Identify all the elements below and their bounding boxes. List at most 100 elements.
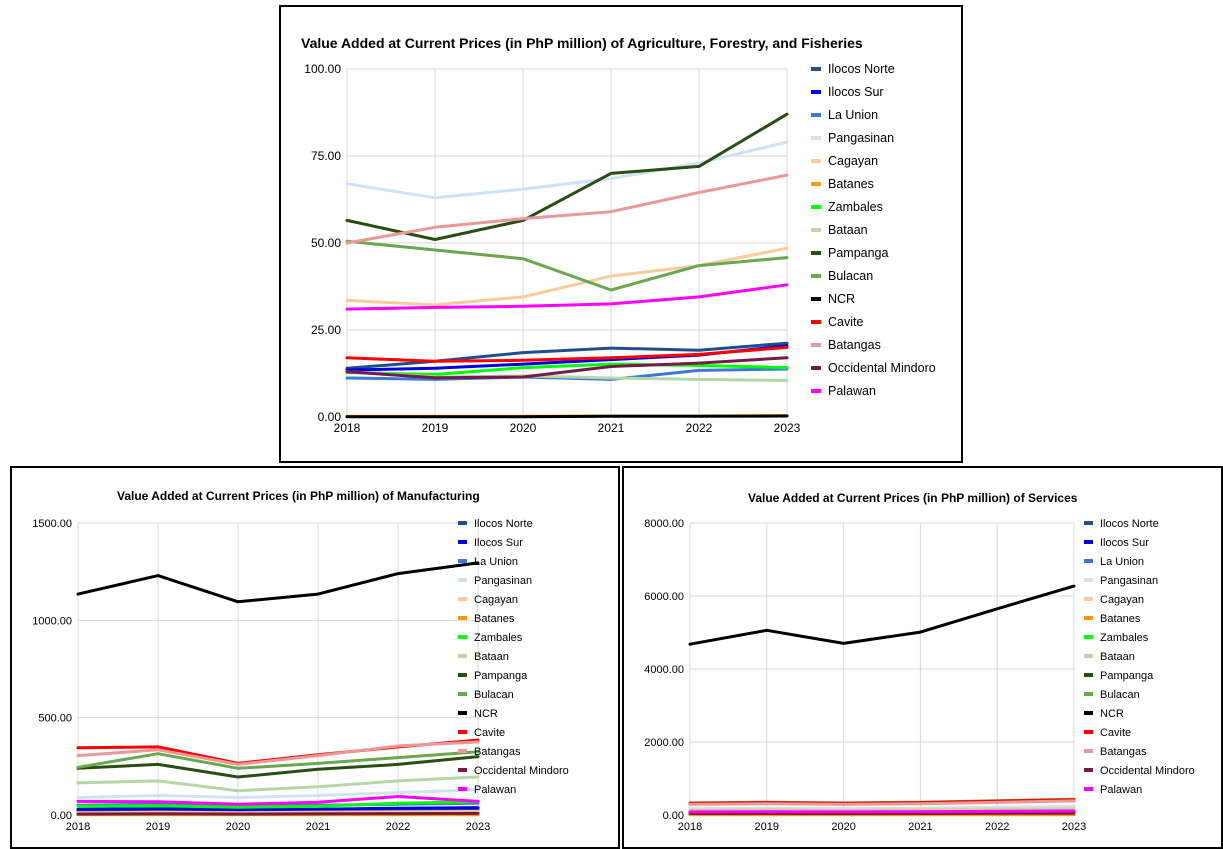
legend-swatch-ilocos-sur — [458, 540, 467, 544]
legend-label-palawan: Palawan — [828, 384, 876, 398]
x-tick-label: 2020 — [831, 821, 855, 833]
series-line-ilocos-norte — [345, 341, 789, 370]
y-tick-label: 1000.00 — [32, 615, 72, 627]
legend-swatch-ilocos-norte — [1084, 521, 1093, 525]
legend-swatch-la-union — [458, 559, 467, 563]
legend-swatch-occidental-mindoro — [458, 768, 467, 772]
legend-label-batangas: Batangas — [1100, 746, 1147, 758]
y-tick-label: 8000.00 — [644, 518, 684, 530]
legend-label-pangasinan: Pangasinan — [474, 575, 532, 587]
x-tick-label: 2022 — [686, 421, 713, 435]
legend-swatch-pangasinan — [1084, 578, 1093, 582]
line-chart-manufacturing: Value Added at Current Prices (in PhP mi… — [32, 489, 569, 833]
legend-label-cavite: Cavite — [474, 727, 505, 739]
legend-label-bataan: Bataan — [474, 651, 509, 663]
legend-label-ncr: NCR — [474, 708, 498, 720]
x-tick-label: 2020 — [510, 421, 537, 435]
series-line-ncr — [688, 584, 1076, 646]
legend-label-batangas: Batangas — [474, 746, 521, 758]
legend-label-batanes: Batanes — [828, 177, 874, 191]
x-tick-label: 2020 — [226, 821, 250, 833]
y-tick-label: 1500.00 — [32, 518, 72, 530]
legend-swatch-ilocos-norte — [811, 67, 821, 71]
series-line-zambales — [345, 362, 789, 376]
legend-swatch-pampanga — [1084, 673, 1093, 677]
y-tick-label: 0.00 — [318, 410, 342, 424]
legend-label-batanes: Batanes — [1100, 613, 1141, 625]
legend-label-occidental-mindoro: Occidental Mindoro — [1100, 765, 1195, 777]
legend-swatch-zambales — [458, 635, 467, 639]
x-tick-label: 2022 — [386, 821, 410, 833]
legend-swatch-batanes — [811, 182, 821, 186]
legend-swatch-cavite — [1084, 730, 1093, 734]
series-line-batangas — [345, 173, 789, 245]
legend-label-ilocos-norte: Ilocos Norte — [1100, 518, 1159, 530]
y-tick-label: 25.00 — [311, 323, 341, 337]
legend-swatch-ncr — [1084, 711, 1093, 715]
x-tick-label: 2023 — [774, 421, 801, 435]
legend-label-occidental-mindoro: Occidental Mindoro — [828, 361, 936, 375]
series-line-bulacan — [76, 750, 480, 770]
legend-swatch-pangasinan — [458, 578, 467, 582]
legend-swatch-batangas — [811, 343, 821, 347]
x-tick-label: 2021 — [306, 821, 330, 833]
series-line-batangas — [688, 799, 1076, 806]
legend-swatch-occidental-mindoro — [811, 366, 821, 370]
legend-label-cagayan: Cagayan — [474, 594, 518, 606]
legend-swatch-batanes — [458, 616, 467, 620]
legend-swatch-ilocos-sur — [1084, 540, 1093, 544]
legend-swatch-cagayan — [1084, 597, 1093, 601]
line-chart-agriculture: Value Added at Current Prices (in PhP mi… — [301, 35, 936, 435]
legend-swatch-batangas — [1084, 749, 1093, 753]
y-tick-label: 0.00 — [663, 810, 684, 822]
chart-title: Value Added at Current Prices (in PhP mi… — [301, 35, 863, 51]
x-tick-label: 2021 — [598, 421, 625, 435]
legend-swatch-batanes — [1084, 616, 1093, 620]
legend-label-la-union: La Union — [828, 108, 878, 122]
series-line-occidental-mindoro — [76, 811, 480, 816]
chart-title: Value Added at Current Prices (in PhP mi… — [748, 491, 1078, 505]
legend-swatch-bulacan — [1084, 692, 1093, 696]
x-tick-label: 2023 — [1062, 821, 1086, 833]
series-line-palawan — [76, 795, 480, 806]
y-tick-label: 2000.00 — [644, 737, 684, 749]
series-line-cavite — [345, 345, 789, 363]
legend-label-ilocos-sur: Ilocos Sur — [1100, 537, 1149, 549]
legend-swatch-bulacan — [458, 692, 467, 696]
legend-swatch-palawan — [1084, 787, 1093, 791]
legend-swatch-la-union — [811, 113, 821, 117]
legend-swatch-cavite — [811, 320, 821, 324]
legend-label-ilocos-sur: Ilocos Sur — [828, 85, 884, 99]
series-line-zambales — [76, 800, 480, 809]
legend-swatch-bulacan — [811, 274, 821, 278]
y-tick-label: 75.00 — [311, 149, 341, 163]
x-tick-label: 2023 — [466, 821, 490, 833]
y-tick-label: 6000.00 — [644, 591, 684, 603]
legend-label-palawan: Palawan — [474, 784, 516, 796]
legend-label-batangas: Batangas — [828, 338, 881, 352]
legend-swatch-bataan — [458, 654, 467, 658]
legend-swatch-pampanga — [811, 251, 821, 255]
series-line-batangas — [76, 740, 480, 766]
line-chart-services: Value Added at Current Prices (in PhP mi… — [644, 491, 1195, 833]
y-tick-label: 50.00 — [311, 236, 341, 250]
legend-label-occidental-mindoro: Occidental Mindoro — [474, 765, 569, 777]
legend-label-bataan: Bataan — [828, 223, 868, 237]
legend-label-pangasinan: Pangasinan — [828, 131, 894, 145]
legend-swatch-zambales — [811, 205, 821, 209]
series-line-palawan — [688, 809, 1076, 814]
legend-swatch-la-union — [1084, 559, 1093, 563]
legend-swatch-palawan — [458, 787, 467, 791]
legend-swatch-pangasinan — [811, 136, 821, 140]
legend-swatch-ncr — [458, 711, 467, 715]
legend-label-bulacan: Bulacan — [828, 269, 873, 283]
y-tick-label: 0.00 — [51, 810, 72, 822]
series-line-bulacan — [345, 239, 789, 292]
legend-label-zambales: Zambales — [828, 200, 883, 214]
legend-label-pampanga: Pampanga — [474, 670, 528, 682]
series-line-ncr — [345, 414, 789, 419]
legend-label-cavite: Cavite — [828, 315, 863, 329]
y-tick-label: 500.00 — [38, 713, 72, 725]
legend-swatch-occidental-mindoro — [1084, 768, 1093, 772]
legend-label-pangasinan: Pangasinan — [1100, 575, 1158, 587]
